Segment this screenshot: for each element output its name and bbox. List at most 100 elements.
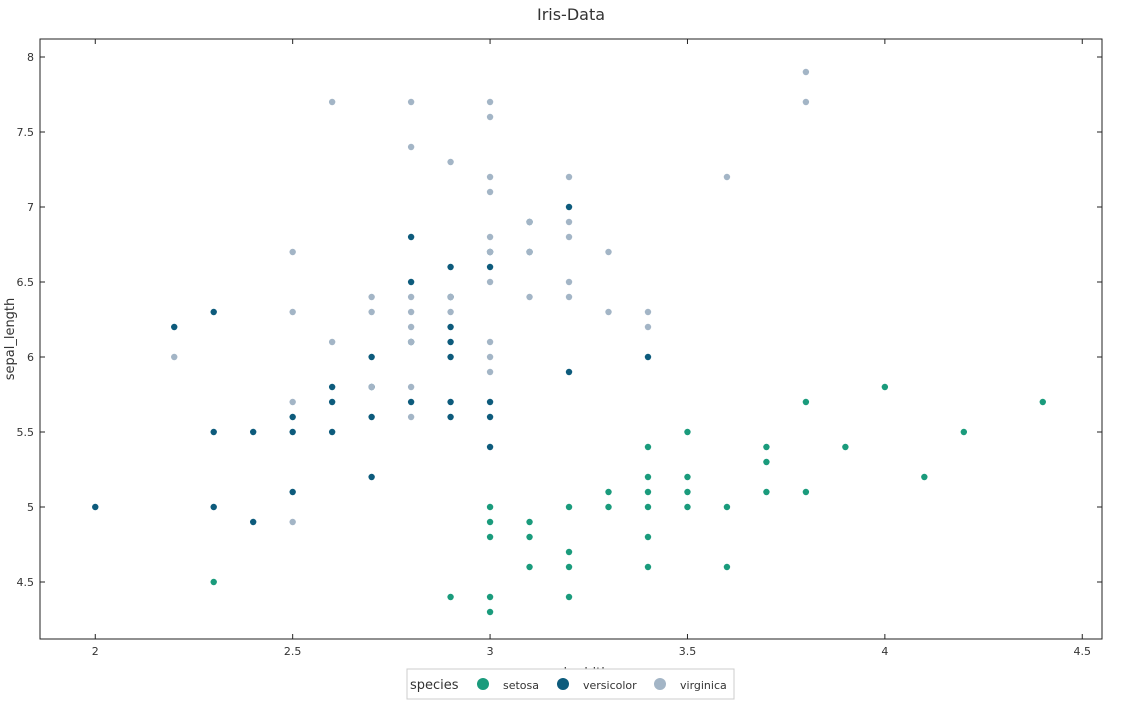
data-point-versicolor	[92, 503, 99, 511]
data-point-virginica	[368, 383, 375, 391]
data-point-setosa	[763, 458, 770, 466]
data-point-versicolor	[407, 398, 415, 406]
data-point-versicolor	[249, 518, 257, 526]
y-tick-label: 8	[27, 51, 34, 64]
data-point-versicolor	[486, 443, 494, 451]
series-virginica	[171, 68, 810, 526]
data-point-virginica	[486, 278, 494, 286]
y-tick-label: 6.5	[17, 276, 35, 289]
data-point-versicolor	[210, 308, 217, 316]
data-point-virginica	[407, 293, 415, 301]
data-point-virginica	[407, 98, 415, 106]
data-point-virginica	[328, 338, 336, 346]
data-point-virginica	[526, 293, 533, 301]
data-point-virginica	[526, 248, 533, 256]
legend-title: species	[410, 678, 459, 693]
x-axis: 2 2.5 3 3.5 4 4.5	[92, 39, 1091, 658]
data-point-setosa	[763, 488, 770, 496]
data-point-setosa	[486, 533, 494, 541]
data-point-setosa	[684, 473, 691, 481]
data-point-setosa	[526, 518, 533, 526]
data-point-versicolor	[447, 323, 454, 331]
data-points	[92, 68, 1046, 616]
data-point-setosa	[763, 443, 770, 451]
legend-box	[406, 668, 735, 700]
data-point-virginica	[486, 233, 494, 241]
series-versicolor	[92, 203, 652, 526]
data-point-virginica	[526, 218, 533, 226]
data-point-virginica	[289, 308, 296, 316]
y-tick-label: 5	[27, 501, 34, 514]
data-point-virginica	[407, 383, 415, 391]
data-point-versicolor	[486, 263, 494, 271]
data-point-virginica	[486, 188, 494, 196]
data-point-setosa	[684, 503, 691, 511]
plot-area-frame	[39, 38, 1103, 640]
data-point-versicolor	[210, 503, 217, 511]
data-point-versicolor	[368, 353, 375, 361]
data-point-virginica	[605, 308, 612, 316]
data-point-versicolor	[289, 413, 296, 421]
data-point-versicolor	[289, 488, 296, 496]
data-point-setosa	[644, 443, 652, 451]
data-point-setosa	[447, 593, 454, 601]
data-point-setosa	[684, 428, 691, 436]
data-point-virginica	[486, 98, 494, 106]
data-point-virginica	[407, 308, 415, 316]
x-tick-label: 3	[487, 645, 494, 658]
data-point-setosa	[960, 428, 968, 436]
data-point-setosa	[802, 488, 810, 496]
y-axis: 4.5 5 5.5 6 6.5 7 7.5 8	[17, 51, 1102, 589]
data-point-versicolor	[328, 383, 336, 391]
data-point-setosa	[921, 473, 928, 481]
data-point-virginica	[447, 308, 454, 316]
legend-label-versicolor: versicolor	[583, 679, 637, 692]
legend-marker-virginica	[654, 678, 666, 690]
x-tick-label: 4	[881, 645, 888, 658]
data-point-versicolor	[407, 233, 415, 241]
data-point-virginica	[368, 293, 375, 301]
data-point-virginica	[407, 143, 415, 151]
data-point-setosa	[644, 563, 652, 571]
data-point-setosa	[802, 398, 810, 406]
data-point-setosa	[644, 533, 652, 541]
x-tick-label: 2	[92, 645, 99, 658]
data-point-versicolor	[486, 398, 494, 406]
data-point-setosa	[486, 608, 494, 616]
data-point-versicolor	[289, 428, 296, 436]
data-point-virginica	[368, 308, 375, 316]
data-point-virginica	[486, 113, 494, 121]
data-point-virginica	[407, 323, 415, 331]
legend-marker-setosa	[477, 678, 489, 690]
data-point-versicolor	[249, 428, 257, 436]
data-point-virginica	[289, 398, 296, 406]
data-point-versicolor	[565, 203, 573, 211]
legend-label-setosa: setosa	[503, 679, 539, 692]
data-point-versicolor	[565, 368, 573, 376]
data-point-versicolor	[368, 413, 375, 421]
data-point-virginica	[447, 158, 454, 166]
data-point-versicolor	[644, 353, 652, 361]
data-point-virginica	[328, 98, 336, 106]
data-point-virginica	[565, 278, 573, 286]
data-point-setosa	[565, 503, 573, 511]
y-tick-label: 6	[27, 351, 34, 364]
data-point-virginica	[486, 248, 494, 256]
chart-title: Iris-Data	[537, 5, 605, 24]
data-point-virginica	[407, 413, 415, 421]
data-point-virginica	[605, 248, 612, 256]
y-tick-label: 7.5	[17, 126, 35, 139]
data-point-virginica	[407, 338, 415, 346]
data-point-setosa	[486, 518, 494, 526]
data-point-virginica	[565, 293, 573, 301]
data-point-setosa	[486, 593, 494, 601]
data-point-versicolor	[447, 398, 454, 406]
y-tick-label: 4.5	[17, 576, 35, 589]
data-point-virginica	[644, 323, 652, 331]
data-point-versicolor	[328, 398, 336, 406]
data-point-setosa	[723, 503, 731, 511]
data-point-setosa	[526, 563, 533, 571]
data-point-virginica	[644, 308, 652, 316]
data-point-virginica	[565, 233, 573, 241]
